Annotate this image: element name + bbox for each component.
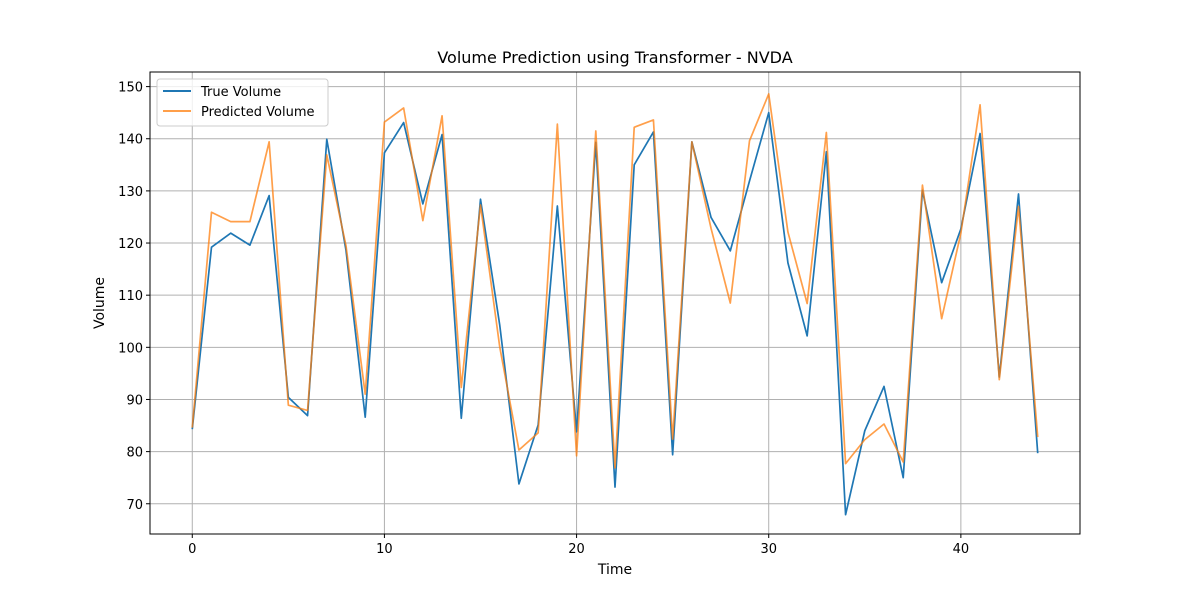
x-tick-label: 0 bbox=[188, 542, 196, 557]
y-tick-label: 140 bbox=[118, 133, 143, 148]
y-tick-label: 150 bbox=[118, 81, 143, 96]
y-tick-label: 110 bbox=[118, 289, 143, 304]
series-line-true-volume bbox=[191, 111, 1039, 516]
y-axis-ticks: 70 80 90 100 110 120 130 140 150 bbox=[118, 81, 150, 513]
x-tick-label: 40 bbox=[953, 542, 970, 557]
plot-area-frame bbox=[149, 71, 1081, 535]
y-axis-label: Volume bbox=[92, 277, 108, 329]
x-axis-ticks: 0 10 20 30 40 bbox=[188, 534, 969, 557]
x-tick-label: 10 bbox=[376, 542, 393, 557]
x-axis-label: Time bbox=[597, 562, 632, 578]
legend-label-predicted-volume: Predicted Volume bbox=[201, 105, 315, 120]
chart-title: Volume Prediction using Transformer - NV… bbox=[437, 48, 792, 67]
y-tick-label: 120 bbox=[118, 237, 143, 252]
y-tick-label: 100 bbox=[118, 341, 143, 356]
y-tick-label: 80 bbox=[126, 446, 143, 461]
x-tick-label: 30 bbox=[760, 542, 777, 557]
legend-box bbox=[156, 78, 329, 127]
legend-label-true-volume: True Volume bbox=[200, 85, 281, 100]
legend: True Volume Predicted Volume bbox=[156, 78, 329, 127]
series-line-predicted-volume bbox=[191, 93, 1039, 469]
grid-lines bbox=[150, 72, 1080, 534]
y-tick-label: 130 bbox=[118, 185, 143, 200]
x-tick-label: 20 bbox=[568, 542, 585, 557]
series-lines bbox=[191, 93, 1039, 516]
y-tick-label: 70 bbox=[126, 498, 143, 513]
y-tick-label: 90 bbox=[126, 393, 143, 408]
